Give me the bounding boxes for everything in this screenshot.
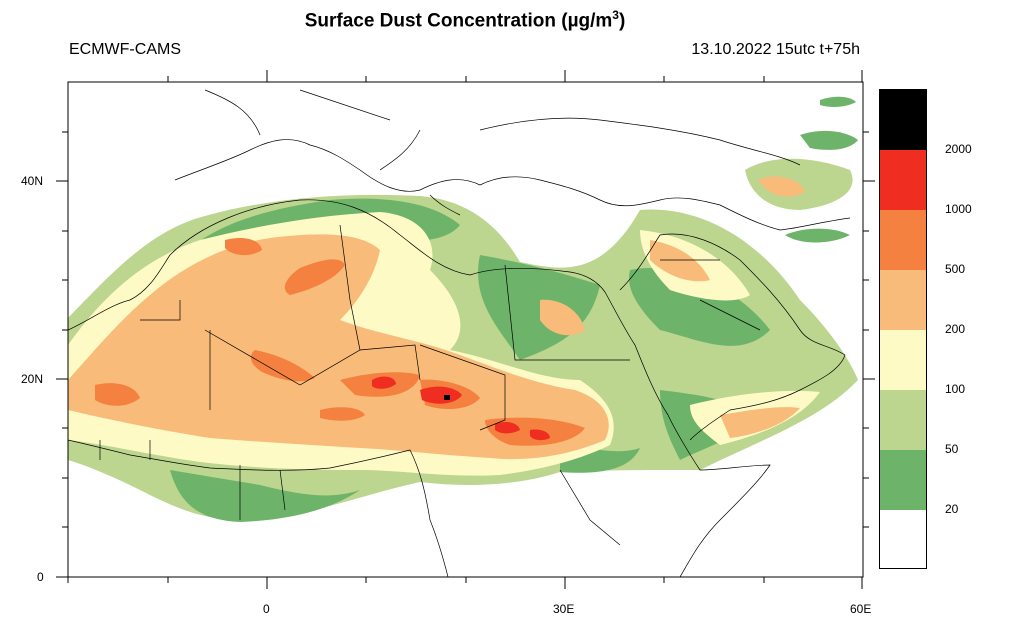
legend-label-2000: 2000 [945, 142, 972, 156]
legend-label-1000: 1000 [945, 202, 972, 216]
legend-swatch-1000 [880, 150, 926, 210]
model-label: ECMWF-CAMS [69, 41, 181, 58]
legend-label-500: 500 [945, 262, 966, 276]
run-time-label: 13.10.2022 15utc t+75h [691, 41, 860, 58]
lon-label-60e: 60E [850, 602, 872, 616]
legend-swatch-100 [880, 330, 926, 390]
legend-swatch-200 [880, 270, 926, 330]
legend-swatch-20 [880, 450, 926, 510]
legend-label-50: 50 [945, 442, 959, 456]
legend-label-20: 20 [945, 502, 959, 516]
lat-label-40n: 40N [21, 174, 44, 188]
lon-label-30e: 30E [553, 602, 575, 616]
legend-label-100: 100 [945, 382, 966, 396]
legend-swatch-50 [880, 390, 926, 450]
color-legend [879, 89, 927, 569]
lat-label-20n: 20N [21, 372, 44, 386]
lon-label-0: 0 [263, 602, 270, 616]
legend-swatch-500 [880, 210, 926, 270]
legend-label-200: 200 [945, 322, 966, 336]
lat-label-0: 0 [37, 570, 44, 584]
dust-field [68, 96, 858, 522]
legend-swatch-above-2000 [880, 90, 926, 150]
coastlines [68, 89, 851, 577]
map-title: Surface Dust Concentration (µg/m3) [304, 8, 626, 32]
legend-swatch-below-20 [880, 510, 926, 568]
axis-ticks [56, 70, 875, 589]
